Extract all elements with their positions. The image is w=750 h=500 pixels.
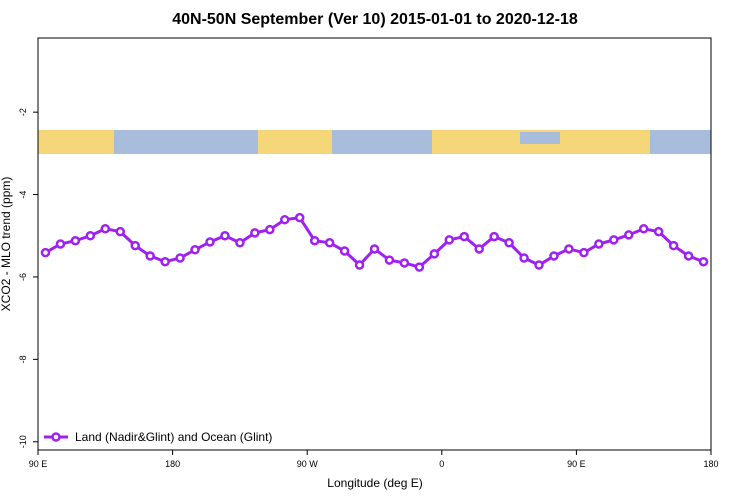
legend-marker: [51, 432, 61, 442]
data-point: [100, 224, 111, 234]
data-point: [115, 226, 126, 237]
data-point: [220, 231, 230, 241]
y-tick-label: -2: [18, 108, 28, 116]
data-point: [444, 235, 455, 245]
data-point: [683, 251, 694, 261]
x-tick-label: 90 E: [29, 459, 48, 469]
data-point: [205, 237, 215, 247]
data-point: [459, 231, 469, 242]
data-point: [594, 239, 604, 249]
data-point: [579, 247, 589, 258]
data-point: [235, 238, 245, 248]
data-point: [474, 244, 484, 254]
data-point: [324, 238, 335, 248]
data-point: [519, 253, 529, 263]
data-point: [280, 214, 290, 225]
data-point: [638, 224, 649, 234]
data-point: [399, 258, 410, 268]
data-point: [369, 244, 380, 254]
map-strip: [38, 130, 711, 154]
x-axis-label: Longitude (deg E): [327, 476, 422, 490]
data-point: [564, 244, 574, 254]
data-point: [339, 246, 350, 256]
x-tick-label: 180: [165, 459, 180, 469]
data-point: [623, 230, 634, 240]
data-point: [40, 247, 51, 258]
data-point: [55, 239, 66, 249]
data-point: [130, 240, 140, 251]
data-point: [250, 228, 260, 238]
data-point: [534, 260, 544, 270]
series-line: [44, 216, 705, 269]
data-point: [145, 251, 155, 261]
data-point: [668, 240, 679, 251]
data-point: [609, 235, 619, 245]
legend-label: Land (Nadir&Glint) and Ocean (Glint): [75, 430, 272, 444]
x-tick-label: 90 E: [567, 459, 586, 469]
x-tick-label: 0: [439, 459, 444, 469]
data-point: [70, 235, 81, 246]
data-point: [265, 224, 275, 235]
data-point: [698, 256, 709, 267]
y-tick-label: -8: [18, 355, 28, 363]
y-tick-label: -10: [18, 435, 28, 448]
x-tick-label: 180: [703, 459, 718, 469]
data-point: [85, 231, 96, 241]
data-point: [354, 260, 365, 270]
data-point: [549, 251, 559, 261]
y-tick-label: -4: [18, 191, 28, 199]
y-tick-label: -6: [18, 273, 28, 281]
data-point: [294, 212, 305, 223]
data-point: [429, 249, 440, 259]
chart-title: 40N-50N September (Ver 10) 2015-01-01 to…: [172, 11, 578, 28]
data-point: [384, 255, 395, 265]
data-point: [160, 256, 170, 267]
data-point: [489, 231, 499, 242]
plot-frame: [37, 37, 712, 451]
data-point: [175, 253, 185, 263]
data-point: [309, 235, 320, 246]
x-tick-label: 90 W: [297, 459, 319, 469]
data-point: [653, 226, 664, 237]
data-point: [414, 262, 425, 272]
y-axis-label: XCO2 - MLO trend (ppm): [0, 177, 13, 312]
data-point: [190, 245, 200, 255]
data-point: [504, 238, 514, 248]
